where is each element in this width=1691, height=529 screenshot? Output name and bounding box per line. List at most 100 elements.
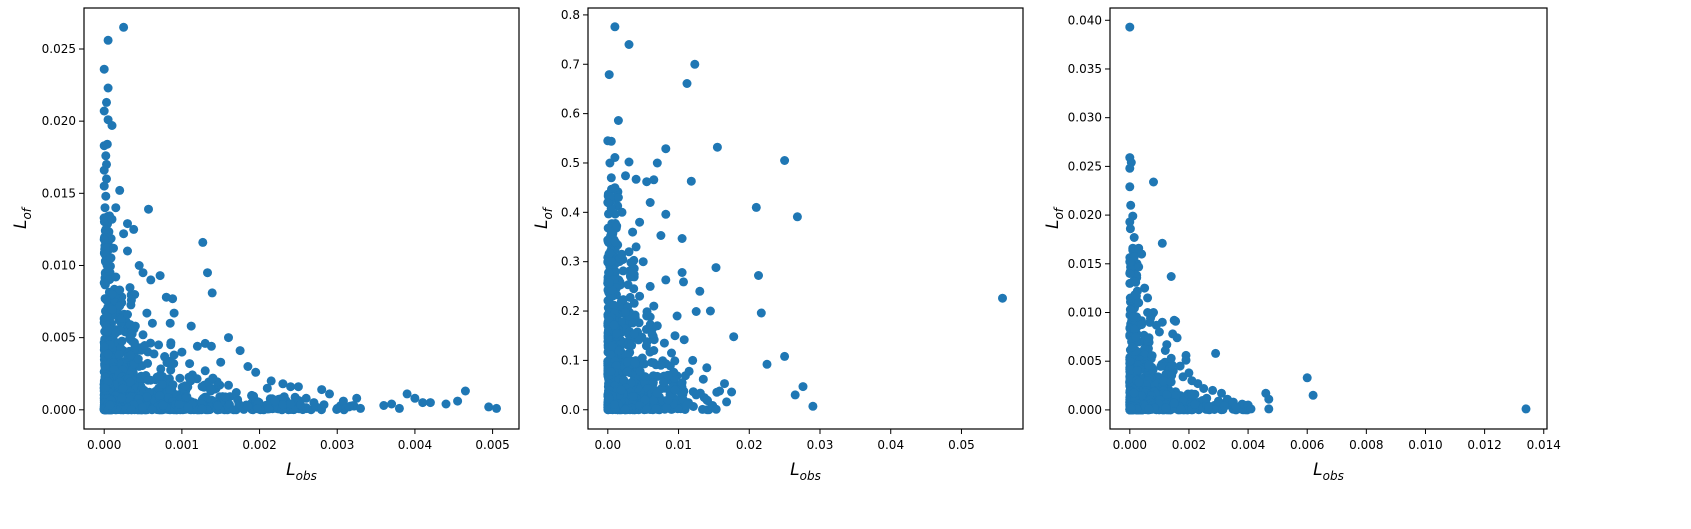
scatter-point — [140, 341, 150, 350]
scatter-point — [603, 236, 613, 246]
scatter-point — [609, 300, 619, 310]
scatter-point — [124, 393, 134, 403]
scatter-point — [103, 263, 113, 273]
scatter-point — [147, 405, 157, 415]
scatter-point — [156, 364, 166, 374]
scatter-point — [610, 22, 620, 32]
scatter-point — [492, 403, 501, 413]
scatter-point — [663, 395, 673, 405]
scatter-point — [338, 396, 348, 406]
scatter-point — [410, 393, 420, 403]
scatter-point — [1144, 333, 1154, 343]
scatter-point — [125, 283, 135, 293]
scatter-point — [174, 400, 184, 409]
x-tick-label: 0.002 — [242, 438, 276, 452]
scatter-point — [684, 366, 694, 376]
scatter-point — [702, 395, 712, 405]
scatter-point — [1125, 163, 1135, 173]
scatter-point — [107, 305, 117, 315]
scatter-point — [1128, 312, 1138, 322]
scatter-point — [155, 391, 165, 400]
x-tick-label: 0.004 — [1231, 438, 1265, 452]
scatter-point — [641, 404, 651, 414]
scatter-point — [216, 357, 226, 367]
scatter-point — [166, 340, 176, 350]
scatter-point — [296, 400, 306, 410]
scatter-point — [621, 350, 631, 360]
scatter-point — [111, 328, 121, 338]
scatter-point — [679, 277, 688, 287]
scatter-point — [762, 359, 772, 369]
scatter-point — [286, 382, 296, 392]
scatter-point — [623, 280, 633, 290]
scatter-point — [698, 404, 707, 414]
scatter-point — [1179, 395, 1189, 405]
scatter-point — [691, 390, 701, 400]
scatter-point — [1214, 396, 1223, 406]
scatter-point — [614, 346, 624, 356]
scatter-point — [1125, 217, 1135, 227]
scatter-point — [645, 198, 655, 207]
scatter-point — [661, 144, 671, 154]
scatter-point — [99, 278, 109, 288]
scatter-point — [1131, 290, 1141, 300]
scatter-point — [278, 379, 288, 389]
x-tick-label: 0.01 — [665, 438, 692, 452]
scatter-point — [690, 59, 700, 69]
scatter-point — [670, 356, 680, 366]
scatter-point — [102, 311, 112, 321]
scatter-point — [169, 350, 179, 360]
scatter-point — [1131, 277, 1141, 287]
x-tick-label: 0.012 — [1467, 438, 1501, 452]
scatter-point — [656, 231, 666, 240]
scatter-point — [622, 357, 632, 367]
scatter-point — [243, 362, 253, 371]
scatter-point — [1219, 401, 1229, 411]
scatter-point — [1134, 262, 1144, 272]
scatter-point — [682, 400, 692, 410]
y-axis-label: Lof — [11, 206, 34, 229]
scatter-point — [1231, 402, 1241, 412]
scatter-point — [484, 402, 494, 412]
scatter-point — [617, 249, 627, 259]
scatter-point — [670, 331, 680, 341]
scatter-point — [711, 263, 721, 273]
scatter-points — [603, 22, 1007, 415]
scatter-point — [99, 106, 109, 116]
y-tick-label: 0.040 — [1068, 13, 1102, 27]
scatter-point — [1208, 385, 1218, 395]
y-tick-label: 0.015 — [1068, 257, 1102, 271]
scatter-point — [1175, 361, 1185, 371]
scatter-point — [200, 366, 210, 376]
x-tick-label: 0.008 — [1349, 438, 1383, 452]
x-tick-label: 0.000 — [87, 438, 121, 452]
scatter-point — [1264, 394, 1274, 404]
scatter-point — [612, 329, 621, 339]
scatter-point — [1166, 377, 1176, 387]
x-tick-label: 0.02 — [736, 438, 763, 452]
scatter-point — [387, 399, 397, 409]
scatter-point — [1167, 360, 1177, 370]
scatter-point — [100, 383, 110, 393]
scatter-point — [1217, 388, 1226, 398]
scatter-point — [125, 377, 135, 387]
scatter-point — [182, 392, 192, 402]
scatter-point — [130, 321, 140, 331]
scatter-point — [175, 373, 185, 383]
y-tick-label: 0.035 — [1068, 62, 1102, 76]
scatter-point — [756, 308, 766, 318]
scatter-point — [234, 399, 244, 409]
y-tick-label: 0.020 — [42, 114, 76, 128]
scatter-point — [1211, 348, 1221, 358]
scatter-point — [624, 157, 634, 167]
scatter-point — [603, 198, 613, 207]
scatter-point — [1126, 403, 1136, 413]
scatter-point — [111, 272, 121, 282]
y-tick-label: 0.0 — [561, 403, 580, 417]
scatter-point — [425, 398, 435, 408]
scatter-point — [672, 311, 682, 321]
scatter-point — [262, 383, 272, 393]
scatter-point — [107, 121, 117, 130]
